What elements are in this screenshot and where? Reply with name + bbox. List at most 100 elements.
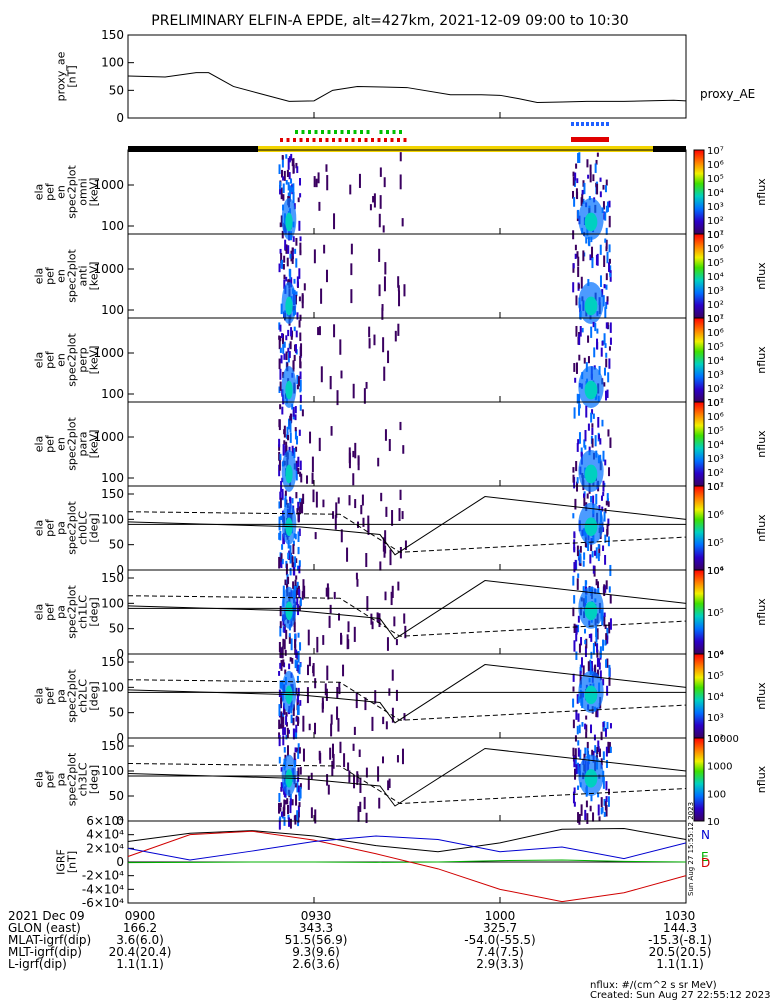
colorbar-tick-label: 10³ (707, 202, 724, 213)
legend-D: D (701, 856, 710, 870)
colorbar-tick-label: 10⁶ (707, 650, 724, 661)
pixel (582, 198, 585, 204)
colorbar (693, 317, 705, 403)
pixel (298, 560, 301, 567)
pixel (609, 746, 612, 753)
pixel (296, 581, 299, 588)
pixel (605, 759, 608, 768)
pixel (296, 508, 299, 515)
pixel (604, 307, 607, 318)
pixel (578, 643, 581, 653)
pixel (280, 767, 283, 772)
pixel (387, 780, 390, 791)
pixel (385, 506, 388, 517)
pixel (281, 156, 284, 168)
colorbar-label: nflux (755, 682, 768, 710)
colorbar-tick-label: 10⁵ (707, 342, 724, 353)
pixel (398, 290, 401, 307)
pixel (296, 705, 299, 715)
pixel (586, 748, 589, 759)
pixel (297, 197, 300, 203)
pixel (330, 714, 333, 725)
pixel (600, 808, 603, 815)
pixel (604, 459, 607, 466)
pixel (285, 734, 288, 740)
green-mark (379, 130, 383, 134)
spectrogram (127, 656, 687, 747)
pixel (298, 506, 301, 514)
pixel (289, 496, 292, 509)
y-tick-label: 1000 (93, 262, 124, 276)
pixel (399, 421, 402, 431)
colorbar (693, 233, 705, 319)
pixel (282, 735, 285, 746)
pixel (384, 545, 387, 554)
pixel (280, 187, 283, 200)
pixel (602, 776, 605, 789)
pixel (297, 812, 300, 823)
pixel (594, 163, 597, 173)
y-label-line: spec2plot (66, 752, 79, 806)
pixel (294, 556, 297, 568)
pixel (603, 612, 606, 618)
pixel (337, 718, 340, 732)
pixel (295, 794, 298, 806)
pixel (279, 222, 282, 228)
pixel (279, 606, 282, 617)
pixel (584, 628, 587, 634)
pixel (604, 554, 607, 565)
colorbar-label: nflux (755, 430, 768, 458)
pixel (360, 504, 363, 515)
pixel (279, 621, 282, 629)
pixel (367, 515, 370, 532)
pixel (279, 557, 282, 567)
panels: proxy_ae[nT]050100150proxy_AEelapefenspe… (33, 28, 769, 910)
pixel (598, 434, 601, 440)
red-mark (332, 138, 335, 142)
pixel (293, 752, 296, 764)
pixel (370, 613, 373, 625)
pixel (295, 330, 298, 338)
pixel (572, 791, 575, 804)
pixel (296, 651, 299, 660)
pixel (285, 180, 288, 185)
colorbar-tick-label: 10⁴ (707, 272, 724, 283)
pixel (296, 660, 299, 671)
pixel (608, 200, 611, 208)
pixel (596, 628, 599, 640)
y-label-line: pef (44, 602, 57, 621)
pixel (306, 475, 309, 484)
pixel (283, 170, 286, 181)
spectrogram (127, 488, 687, 577)
pixel (329, 604, 332, 614)
green-mark (340, 130, 344, 134)
pixel (297, 664, 300, 673)
pixel (297, 546, 300, 555)
pixel (286, 257, 289, 267)
pixel (590, 412, 593, 423)
pixel (298, 296, 301, 302)
pixel (297, 585, 300, 590)
pixel (299, 786, 302, 799)
y-label-line: pa (55, 521, 68, 535)
footer-cell: 343.3 (299, 921, 333, 935)
colorbar-tick-label: 10¹ (707, 230, 724, 241)
anti-loss-cone-line (127, 595, 687, 637)
footer-cell: 2.9(3.3) (476, 957, 524, 971)
footer-cell: 0930 (301, 909, 332, 923)
pixel (290, 638, 293, 651)
pixel (585, 724, 588, 732)
pixel (573, 531, 576, 538)
y-label-line: IGRF (55, 849, 68, 875)
pixel (280, 717, 283, 729)
pixel (309, 431, 312, 444)
pixel (281, 646, 284, 659)
pixel (579, 749, 582, 760)
colorbar-label: nflux (755, 598, 768, 626)
pixel (602, 678, 605, 686)
pixel (578, 394, 581, 406)
series-line (127, 830, 687, 903)
pixel (297, 716, 300, 726)
pixel (573, 407, 576, 419)
pixel (401, 218, 404, 227)
